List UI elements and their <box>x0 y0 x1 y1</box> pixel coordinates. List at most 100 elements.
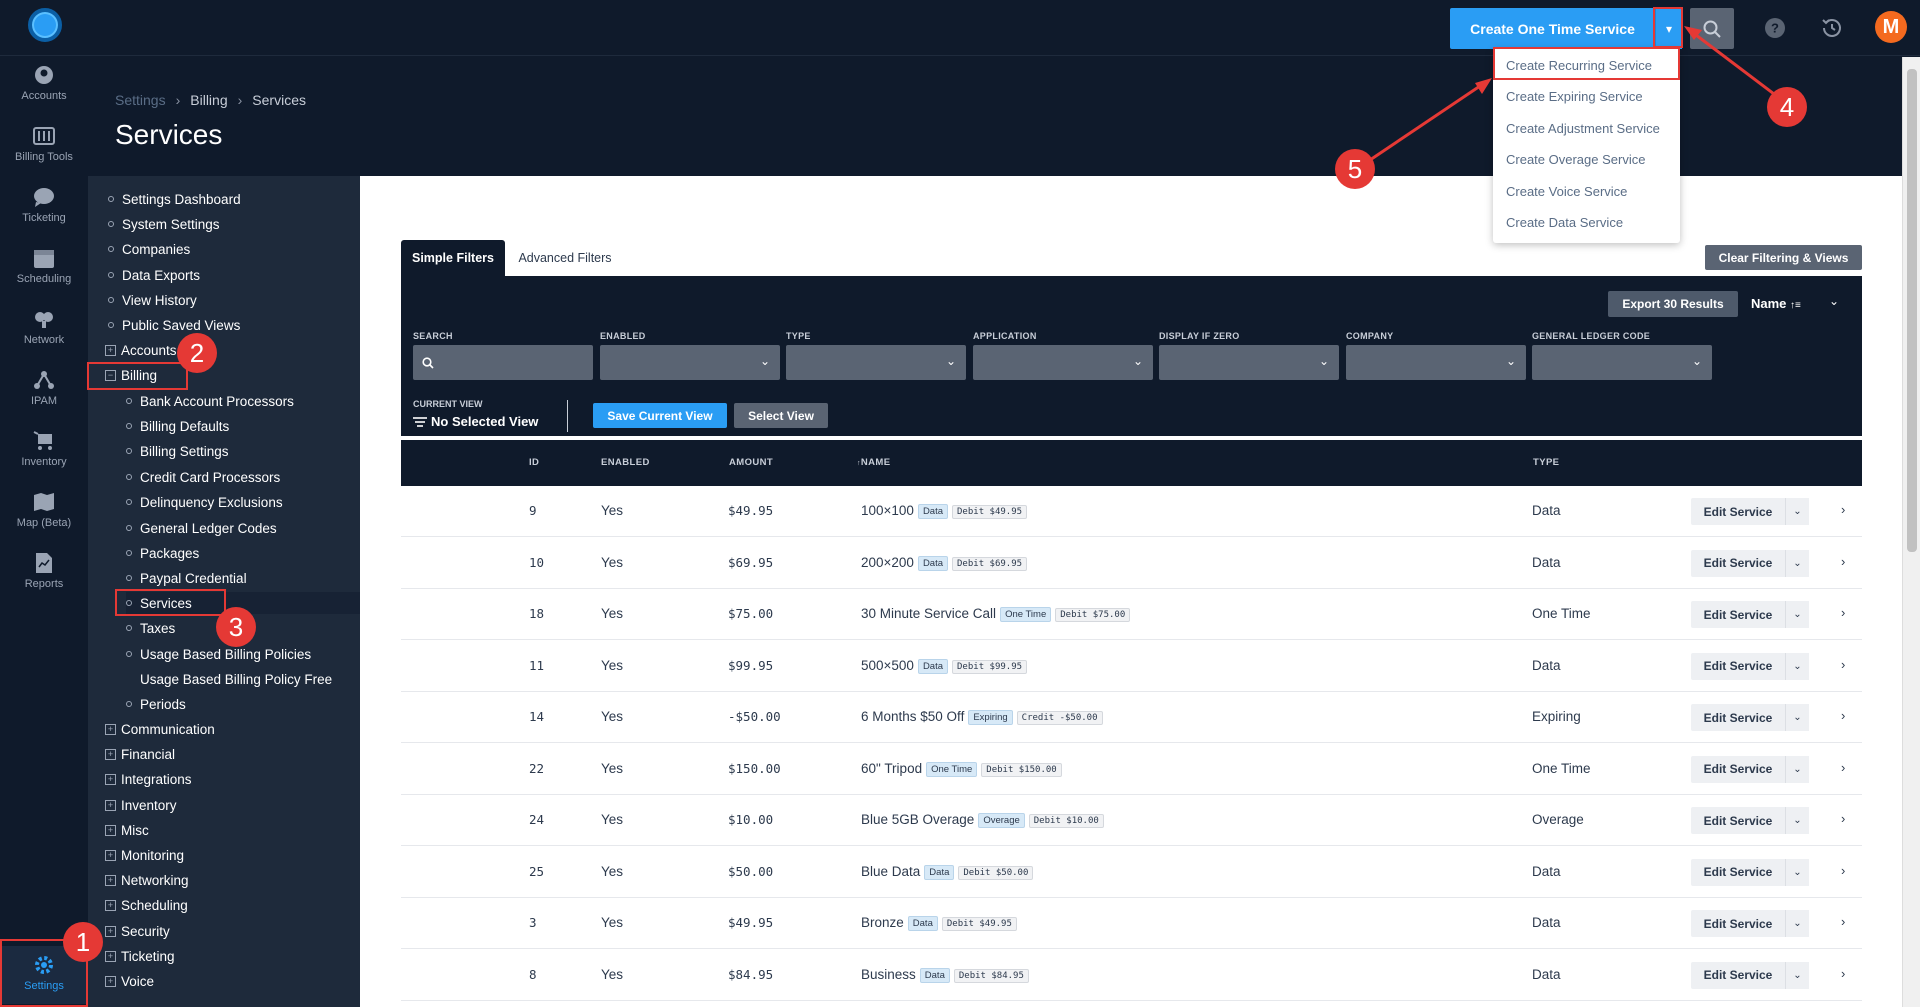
nav-group-billing[interactable]: − Billing <box>105 364 157 386</box>
table-row[interactable]: 3 Yes $49.95 Bronze Data Debit $49.95 Data Edit… <box>401 898 1862 949</box>
edit-service-button[interactable]: Edit Service <box>1691 549 1785 577</box>
table-row[interactable]: 14 Yes -$50.00 6 Months $50 Off Expiring Cred… <box>401 692 1862 743</box>
edit-service-button[interactable]: Edit Service <box>1691 755 1785 783</box>
rail-item-reports[interactable]: Reports <box>0 552 88 608</box>
nav-item-public-saved-views[interactable]: Public Saved Views <box>108 314 240 336</box>
history-icon[interactable] <box>1820 16 1844 40</box>
column-header-id[interactable]: ID <box>529 457 540 468</box>
menu-item-create-data-service[interactable]: Create Data Service <box>1506 215 1624 230</box>
menu-item-create-expiring-service[interactable]: Create Expiring Service <box>1506 89 1643 104</box>
nav-group-ticketing[interactable]: + Ticketing <box>105 945 175 967</box>
chevron-right-icon[interactable]: › <box>1841 708 1846 723</box>
edit-service-button[interactable]: Edit Service <box>1691 601 1785 628</box>
nav-item-system-settings[interactable]: System Settings <box>108 213 220 235</box>
nav-item-delinquency-exclusions[interactable]: Delinquency Exclusions <box>126 491 283 513</box>
rail-item-ticketing[interactable]: Ticketing <box>0 186 88 242</box>
edit-service-dropdown-toggle[interactable]: ⌄ <box>1785 961 1809 989</box>
nav-item-packages[interactable]: Packages <box>126 542 199 564</box>
nav-group-financial[interactable]: + Financial <box>105 743 175 765</box>
avatar[interactable]: M <box>1875 11 1907 43</box>
rail-item-network[interactable]: Network <box>0 308 88 364</box>
search-button[interactable] <box>1690 8 1734 49</box>
nav-item-billing-defaults[interactable]: Billing Defaults <box>126 415 229 437</box>
clear-filtering-button[interactable]: Clear Filtering & Views <box>1705 245 1862 270</box>
help-icon[interactable]: ? <box>1763 16 1787 40</box>
table-row[interactable]: 11 Yes $99.95 500×500 Data Debit $99.95 Data Ed… <box>401 641 1862 692</box>
rail-item-settings[interactable]: Settings <box>0 946 88 1004</box>
rail-item-billing-tools[interactable]: Billing Tools <box>0 125 88 181</box>
nav-item-taxes[interactable]: Taxes <box>126 617 175 639</box>
edit-service-button[interactable]: Edit Service <box>1691 858 1785 886</box>
chevron-right-icon[interactable]: › <box>1841 502 1846 517</box>
chevron-right-icon[interactable]: › <box>1841 605 1846 620</box>
table-row[interactable]: 22 Yes $150.00 60" Tripod One Time Debit $150… <box>401 744 1862 795</box>
edit-service-button[interactable]: Edit Service <box>1691 652 1785 680</box>
export-results-button[interactable]: Export 30 Results <box>1608 291 1738 317</box>
edit-service-dropdown-toggle[interactable]: ⌄ <box>1785 704 1809 731</box>
nav-item-paypal-credential[interactable]: Paypal Credential <box>126 567 247 589</box>
rail-item-ipam[interactable]: IPAM <box>0 369 88 425</box>
nav-item-usage-based-billing-policies[interactable]: Usage Based Billing Policies <box>126 643 311 665</box>
column-header-name[interactable]: ↑NAME <box>857 457 890 468</box>
nav-group-scheduling[interactable]: + Scheduling <box>105 894 188 916</box>
nav-item-usage-based-billing-policy-free[interactable]: Usage Based Billing Policy Free <box>140 668 332 690</box>
nav-group-integrations[interactable]: + Integrations <box>105 768 192 790</box>
sort-field[interactable]: Name ↑≡ <box>1751 296 1801 311</box>
rail-item-accounts[interactable]: Accounts <box>0 64 88 120</box>
create-service-dropdown-toggle[interactable]: ▾ <box>1655 8 1682 49</box>
column-header-amount[interactable]: AMOUNT <box>729 457 774 468</box>
logo-icon[interactable] <box>28 8 62 42</box>
edit-service-button[interactable]: Edit Service <box>1691 961 1785 989</box>
edit-service-dropdown-toggle[interactable]: ⌄ <box>1785 498 1809 525</box>
menu-item-create-recurring-service[interactable]: Create Recurring Service <box>1506 58 1652 73</box>
chevron-right-icon[interactable]: › <box>1841 965 1846 981</box>
nav-item-data-exports[interactable]: Data Exports <box>108 264 200 286</box>
nav-group-misc[interactable]: + Misc <box>105 819 149 841</box>
nav-group-communication[interactable]: + Communication <box>105 718 215 740</box>
application-select[interactable]: ⌄ <box>973 345 1153 380</box>
edit-service-dropdown-toggle[interactable]: ⌄ <box>1785 652 1809 680</box>
chevron-right-icon[interactable]: › <box>1841 553 1846 569</box>
breadcrumb-settings[interactable]: Settings <box>115 92 166 108</box>
table-row[interactable]: 10 Yes $69.95 200×200 Data Debit $69.95 Data Ed… <box>401 538 1862 589</box>
enabled-select[interactable]: ⌄ <box>600 345 780 380</box>
nav-group-inventory[interactable]: + Inventory <box>105 794 177 816</box>
menu-item-create-adjustment-service[interactable]: Create Adjustment Service <box>1506 121 1660 136</box>
general-ledger-code-select[interactable]: ⌄ <box>1532 345 1712 380</box>
nav-group-voice[interactable]: + Voice <box>105 970 154 992</box>
search-input[interactable] <box>413 345 593 380</box>
chevron-right-icon[interactable]: › <box>1841 811 1846 826</box>
table-row[interactable]: 9 Yes $49.95 100×100 Data Debit $49.95 Data Edi… <box>401 486 1862 537</box>
nav-item-bank-account-processors[interactable]: Bank Account Processors <box>126 390 294 412</box>
rail-item-map[interactable]: Map (Beta) <box>0 491 88 547</box>
edit-service-button[interactable]: Edit Service <box>1691 910 1785 937</box>
edit-service-dropdown-toggle[interactable]: ⌄ <box>1785 549 1809 577</box>
nav-item-companies[interactable]: Companies <box>108 238 190 260</box>
breadcrumb-billing[interactable]: Billing <box>190 92 228 108</box>
chevron-right-icon[interactable]: › <box>1841 656 1846 672</box>
rail-item-inventory[interactable]: Inventory <box>0 430 88 486</box>
chevron-right-icon[interactable]: › <box>1841 862 1846 878</box>
table-row[interactable]: 24 Yes $10.00 Blue 5GB Overage Overage Debit … <box>401 795 1862 846</box>
display-if-zero-select[interactable]: ⌄ <box>1159 345 1339 380</box>
menu-item-create-voice-service[interactable]: Create Voice Service <box>1506 184 1628 199</box>
chevron-right-icon[interactable]: › <box>1841 914 1846 929</box>
nav-item-services[interactable]: Services <box>126 592 360 614</box>
edit-service-dropdown-toggle[interactable]: ⌄ <box>1785 858 1809 886</box>
nav-item-general-ledger-codes[interactable]: General Ledger Codes <box>126 517 277 539</box>
company-select[interactable]: ⌄ <box>1346 345 1526 380</box>
edit-service-dropdown-toggle[interactable]: ⌄ <box>1785 601 1809 628</box>
create-one-time-service-button[interactable]: Create One Time Service <box>1450 8 1655 49</box>
table-row[interactable]: 25 Yes $50.00 Blue Data Data Debit $50.00 Data… <box>401 847 1862 898</box>
select-view-button[interactable]: Select View <box>734 403 828 428</box>
edit-service-button[interactable]: Edit Service <box>1691 807 1785 834</box>
nav-group-monitoring[interactable]: + Monitoring <box>105 844 184 866</box>
column-header-type[interactable]: TYPE <box>1533 457 1560 468</box>
nav-item-credit-card-processors[interactable]: Credit Card Processors <box>126 466 280 488</box>
chevron-right-icon[interactable]: › <box>1841 759 1846 775</box>
tab-simple-filters[interactable]: Simple Filters <box>401 240 505 276</box>
nav-item-settings-dashboard[interactable]: Settings Dashboard <box>108 188 241 210</box>
edit-service-dropdown-toggle[interactable]: ⌄ <box>1785 910 1809 937</box>
nav-group-networking[interactable]: + Networking <box>105 869 189 891</box>
type-select[interactable]: ⌄ <box>786 345 966 380</box>
